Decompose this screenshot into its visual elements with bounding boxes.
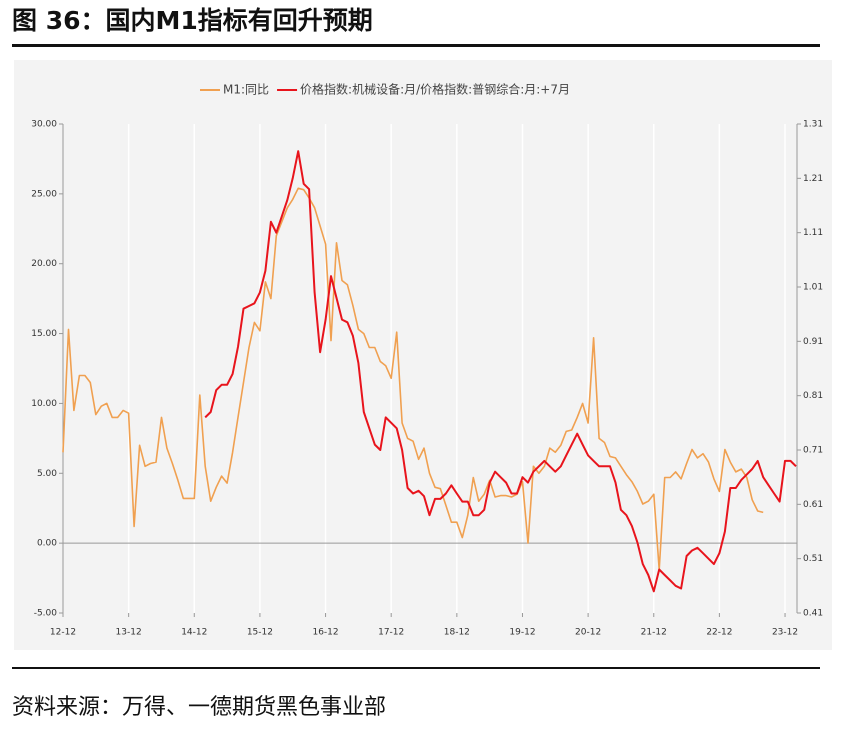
top-rule bbox=[12, 44, 820, 47]
x-tick-label: 23-12 bbox=[772, 628, 798, 638]
legend-label: 价格指数:机械设备:月/价格指数:普钢综合:月:+7月 bbox=[300, 82, 570, 97]
y2-tick-label: 1.01 bbox=[803, 283, 823, 293]
x-tick-label: 17-12 bbox=[378, 628, 404, 638]
y-tick-label: 10.00 bbox=[31, 399, 57, 409]
x-tick-label: 13-12 bbox=[116, 628, 142, 638]
chart-background bbox=[14, 60, 832, 650]
y-tick-label: 20.00 bbox=[31, 259, 57, 269]
y2-tick-label: 1.31 bbox=[803, 120, 823, 130]
y2-tick-label: 0.71 bbox=[803, 446, 823, 456]
y-tick-label: -5.00 bbox=[34, 609, 58, 619]
bottom-rule bbox=[12, 667, 820, 669]
x-tick-label: 15-12 bbox=[247, 628, 273, 638]
y-tick-label: 30.00 bbox=[31, 120, 57, 130]
x-tick-label: 18-12 bbox=[444, 628, 470, 638]
y2-tick-label: 1.11 bbox=[803, 228, 823, 238]
y2-tick-label: 1.21 bbox=[803, 174, 823, 184]
page-title: 图 36：国内M1指标有回升预期 bbox=[12, 6, 373, 35]
source-note: 资料来源：万得、一德期货黑色事业部 bbox=[12, 695, 386, 720]
y-tick-label: 25.00 bbox=[31, 189, 57, 199]
y2-tick-label: 0.91 bbox=[803, 337, 823, 347]
legend-label: M1:同比 bbox=[223, 83, 269, 97]
x-tick-label: 21-12 bbox=[641, 628, 667, 638]
y-tick-label: 5.00 bbox=[37, 469, 57, 479]
y2-tick-label: 0.51 bbox=[803, 554, 823, 564]
x-tick-label: 20-12 bbox=[575, 628, 601, 638]
x-tick-label: 16-12 bbox=[312, 628, 338, 638]
series-line bbox=[62, 187, 764, 571]
y2-tick-label: 0.41 bbox=[803, 609, 823, 619]
x-tick-label: 19-12 bbox=[509, 628, 535, 638]
x-tick-label: 22-12 bbox=[706, 628, 732, 638]
x-tick-label: 12-12 bbox=[50, 628, 76, 638]
series-line bbox=[204, 150, 797, 593]
x-tick-label: 14-12 bbox=[181, 628, 207, 638]
y2-tick-label: 0.61 bbox=[803, 500, 823, 510]
y2-tick-label: 0.81 bbox=[803, 391, 823, 401]
y-tick-label: 15.00 bbox=[31, 329, 57, 339]
y-tick-label: 0.00 bbox=[37, 539, 57, 549]
